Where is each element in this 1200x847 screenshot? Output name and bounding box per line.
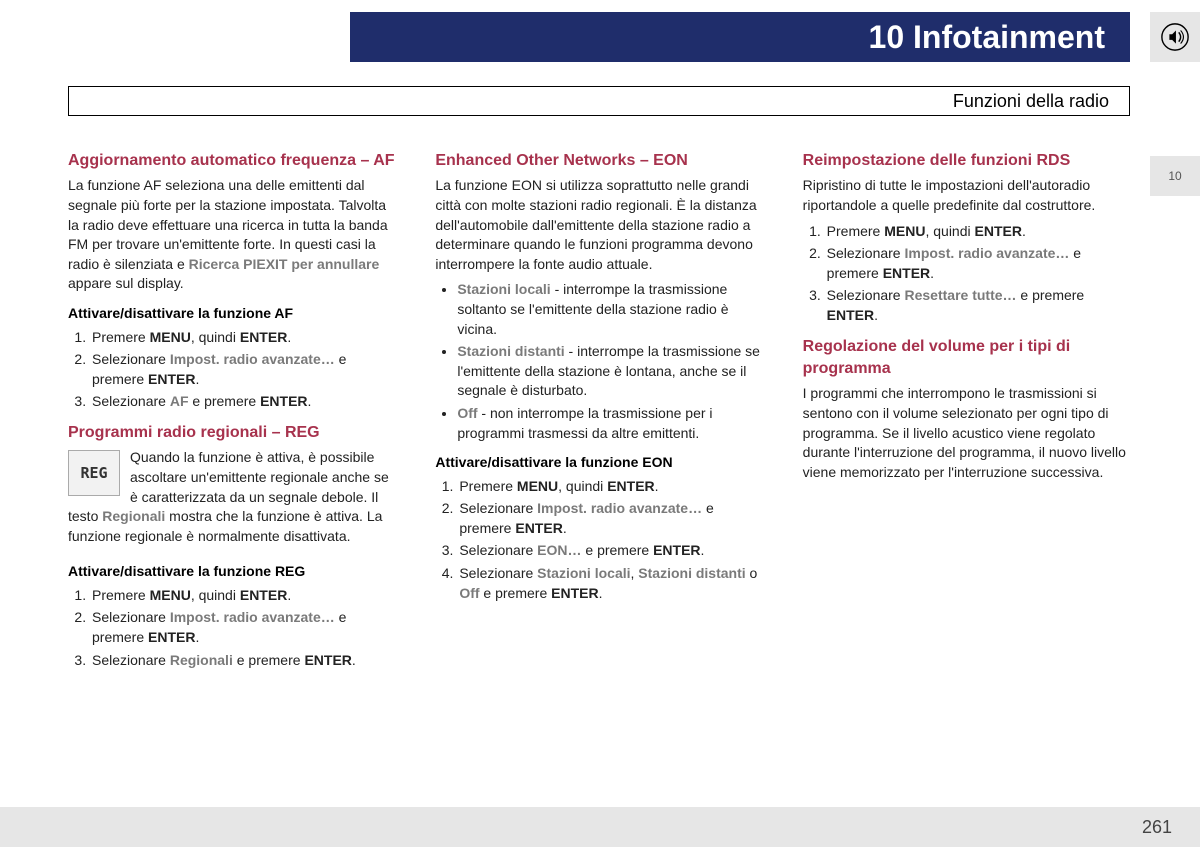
- steps-af: Premere MENU, quindi ENTER. Selezionare …: [90, 328, 395, 412]
- reg-icon-box: REG: [68, 450, 120, 496]
- sub-eon: Attivare/disattivare la funzione EON: [435, 453, 762, 473]
- footer: 261: [0, 807, 1200, 847]
- heading-eon: Enhanced Other Networks – EON: [435, 150, 762, 172]
- list-item: Premere MENU, quindi ENTER.: [90, 328, 395, 348]
- speaker-icon: [1160, 22, 1190, 52]
- section-title: Funzioni della radio: [953, 91, 1109, 112]
- section-title-bar: Funzioni della radio: [68, 86, 1130, 116]
- page-number: 261: [1142, 817, 1172, 838]
- list-item: Selezionare Impost. radio avanzate… e pr…: [90, 608, 395, 647]
- chapter-tab: 10: [1150, 156, 1200, 196]
- heading-rds: Reimpostazione delle funzioni RDS: [803, 150, 1130, 172]
- steps-reg: Premere MENU, quindi ENTER. Selezionare …: [90, 586, 395, 670]
- para-af: La funzione AF seleziona una delle emitt…: [68, 176, 395, 294]
- list-item: Selezionare Impost. radio avanzate… e pr…: [825, 244, 1130, 283]
- para-eon: La funzione EON si utilizza soprattutto …: [435, 176, 762, 274]
- list-item: Selezionare Stazioni locali, Stazioni di…: [457, 564, 762, 603]
- text: appare sul display.: [68, 275, 184, 291]
- steps-rds: Premere MENU, quindi ENTER. Selezionare …: [825, 222, 1130, 326]
- list-item: Off - non interrompe la trasmissione per…: [457, 404, 762, 443]
- sub-af: Attivare/disattivare la funzione AF: [68, 304, 395, 324]
- audio-icon-tab: [1150, 12, 1200, 62]
- content-grid: Aggiornamento automatico frequenza – AF …: [68, 140, 1130, 787]
- list-item: Premere MENU, quindi ENTER.: [457, 477, 762, 497]
- list-item: Selezionare EON… e premere ENTER.: [457, 541, 762, 561]
- list-item: Selezionare Impost. radio avanzate… e pr…: [457, 499, 762, 538]
- chapter-number: 10: [869, 19, 905, 56]
- heading-reg: Programmi radio regionali – REG: [68, 422, 395, 444]
- list-item: Selezionare Impost. radio avanzate… e pr…: [90, 350, 395, 389]
- heading-af: Aggiornamento automatico frequenza – AF: [68, 150, 395, 172]
- grey-text: Regionali: [102, 508, 165, 524]
- list-item: Stazioni locali - interrompe la trasmiss…: [457, 280, 762, 339]
- reg-block: REG Quando la funzione è attiva, è possi…: [68, 448, 395, 552]
- chapter-tab-label: 10: [1168, 169, 1181, 183]
- chapter-header: 10 Infotainment: [350, 12, 1130, 62]
- column-1: Aggiornamento automatico frequenza – AF …: [68, 140, 395, 787]
- list-item: Stazioni distanti - interrompe la trasmi…: [457, 342, 762, 401]
- heading-vol: Regolazione del volume per i tipi di pro…: [803, 336, 1130, 381]
- bullets-eon: Stazioni locali - interrompe la trasmiss…: [457, 280, 762, 443]
- para-vol: I programmi che interrompono le trasmiss…: [803, 384, 1130, 482]
- para-rds: Ripristino di tutte le impostazioni dell…: [803, 176, 1130, 215]
- list-item: Premere MENU, quindi ENTER.: [825, 222, 1130, 242]
- steps-eon: Premere MENU, quindi ENTER. Selezionare …: [457, 477, 762, 604]
- manual-page: 10 10 Infotainment Funzioni della radio …: [0, 0, 1200, 847]
- column-3: Reimpostazione delle funzioni RDS Ripris…: [803, 140, 1130, 787]
- list-item: Selezionare Regionali e premere ENTER.: [90, 651, 395, 671]
- list-item: Selezionare AF e premere ENTER.: [90, 392, 395, 412]
- sub-reg: Attivare/disattivare la funzione REG: [68, 562, 395, 582]
- list-item: Premere MENU, quindi ENTER.: [90, 586, 395, 606]
- chapter-title: Infotainment: [913, 19, 1105, 56]
- column-2: Enhanced Other Networks – EON La funzion…: [435, 140, 762, 787]
- grey-text: Ricerca PIEXIT per annullare: [189, 256, 380, 272]
- list-item: Selezionare Resettare tutte… e premere E…: [825, 286, 1130, 325]
